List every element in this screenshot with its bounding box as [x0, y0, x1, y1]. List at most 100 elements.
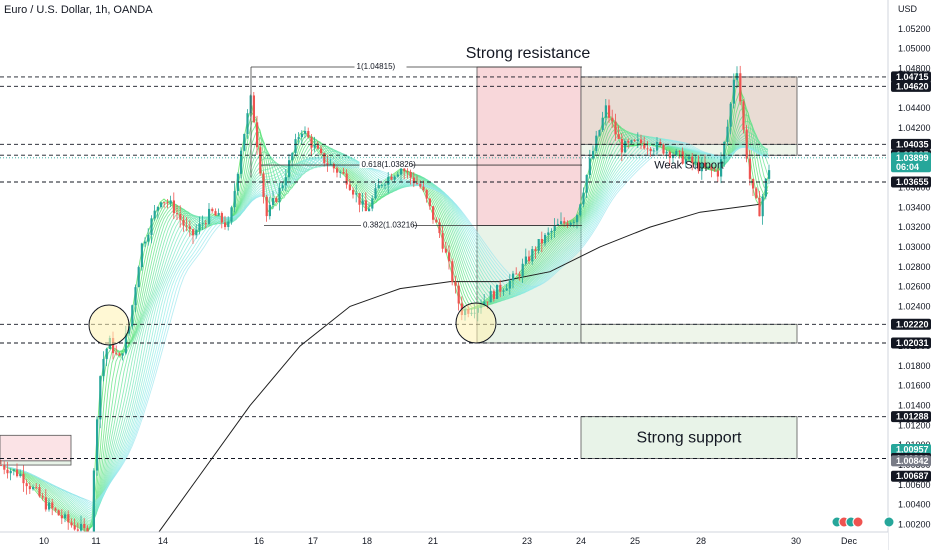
candle-body	[697, 161, 700, 172]
candle-body	[313, 145, 316, 148]
candle-body	[188, 226, 191, 230]
candle-body	[57, 510, 60, 516]
price-tag-text: 1.01288	[896, 412, 929, 422]
candle-body	[521, 263, 524, 277]
price-tag	[891, 176, 931, 188]
ma-ribbon-line	[0, 137, 769, 514]
price-tick-label: 1.04400	[898, 103, 931, 113]
candle-body	[211, 208, 214, 212]
candle-body	[134, 287, 137, 306]
strong-resistance-label: Strong resistance	[466, 45, 591, 62]
candle-body	[80, 523, 83, 531]
candle-body	[502, 290, 505, 292]
candle-body	[297, 137, 300, 140]
candle-body	[428, 198, 431, 207]
candle-body	[332, 163, 335, 169]
candle-body	[643, 143, 646, 149]
time-tick-label: 18	[362, 536, 372, 546]
ma-ribbon-line	[0, 131, 769, 524]
candle-body	[550, 230, 553, 233]
candle-body	[115, 353, 118, 354]
event-marker-icon	[883, 516, 895, 528]
candle-body	[496, 284, 499, 299]
candle-body	[582, 192, 585, 205]
price-tick-label: 1.05000	[898, 44, 931, 54]
candle-body	[310, 137, 313, 148]
candle-body	[307, 131, 310, 138]
candle-body	[537, 239, 540, 251]
candle-body	[403, 168, 406, 172]
fib-label-bg	[361, 218, 413, 229]
candle-body	[678, 150, 681, 152]
strong-resistance-zone-right	[580, 76, 798, 156]
fib-group: 1(1.04815) 0.618(1.03826) 0.382(1.03216)	[250, 60, 582, 230]
ma-ribbon-line	[0, 134, 769, 522]
candle-body	[99, 376, 102, 420]
candle-body	[649, 148, 652, 152]
candle-body	[265, 196, 268, 217]
time-tick-label: 24	[576, 536, 586, 546]
candle-body	[121, 353, 124, 356]
candle-body	[230, 207, 233, 222]
ma-ribbon-line	[0, 141, 769, 503]
candle-body	[19, 473, 22, 477]
candle-body	[489, 291, 492, 303]
left-resistance-box	[0, 434, 72, 462]
candle-body	[768, 170, 771, 179]
candle-body	[281, 185, 284, 188]
candle-body	[441, 233, 444, 249]
candle-body	[601, 117, 604, 131]
price-tick-label: 1.00600	[898, 480, 931, 490]
candle-body	[598, 130, 601, 136]
candle-body	[163, 202, 166, 204]
candle-body	[614, 121, 617, 135]
price-tick-label: 1.01200	[898, 420, 931, 430]
candle-body	[592, 151, 595, 159]
candle-body	[422, 186, 425, 191]
candle-body	[160, 202, 163, 207]
candle-body	[105, 348, 108, 359]
candle-body	[124, 333, 127, 354]
candle-body	[96, 419, 99, 471]
candle-body	[294, 139, 297, 154]
candle-body	[640, 139, 643, 144]
time-tick-label: 25	[630, 536, 640, 546]
candle-body	[393, 176, 396, 180]
candle-body	[278, 187, 281, 202]
candle-body	[243, 133, 246, 151]
candle-body	[576, 215, 579, 223]
time-tick-label: 10	[39, 536, 49, 546]
price-tick-label: 1.03000	[898, 242, 931, 252]
candle-body	[272, 198, 275, 206]
candle-body	[691, 156, 694, 164]
candle-body	[25, 483, 28, 487]
candle-body	[512, 273, 515, 281]
price-tick-label: 1.03200	[898, 222, 931, 232]
candle-body	[92, 470, 95, 538]
candle-body	[745, 129, 748, 159]
candle-body	[236, 173, 239, 192]
candle-body	[217, 213, 220, 216]
price-tag	[891, 337, 931, 349]
candle-body	[259, 147, 262, 174]
chart-title: Euro / U.S. Dollar, 1h, OANDA	[4, 4, 153, 16]
time-tick-label: 21	[428, 536, 438, 546]
fib-level-label: 0.618(1.03826)	[362, 160, 417, 169]
candle-body	[352, 190, 355, 195]
candle-body	[716, 170, 719, 177]
candle-body	[300, 133, 303, 138]
candle-body	[44, 497, 47, 510]
candle-body	[320, 148, 323, 154]
price-tick-label: 1.01600	[898, 381, 931, 391]
candle-body	[764, 178, 767, 197]
candle-body	[83, 523, 86, 529]
price-tag	[891, 71, 931, 83]
candle-body	[380, 184, 383, 186]
candle-body	[240, 150, 243, 174]
candle-body	[377, 185, 380, 189]
event-marker-icon	[852, 516, 864, 528]
price-tick-label: 1.00200	[898, 520, 931, 530]
candle-body	[336, 168, 339, 173]
candle-body	[368, 208, 371, 212]
